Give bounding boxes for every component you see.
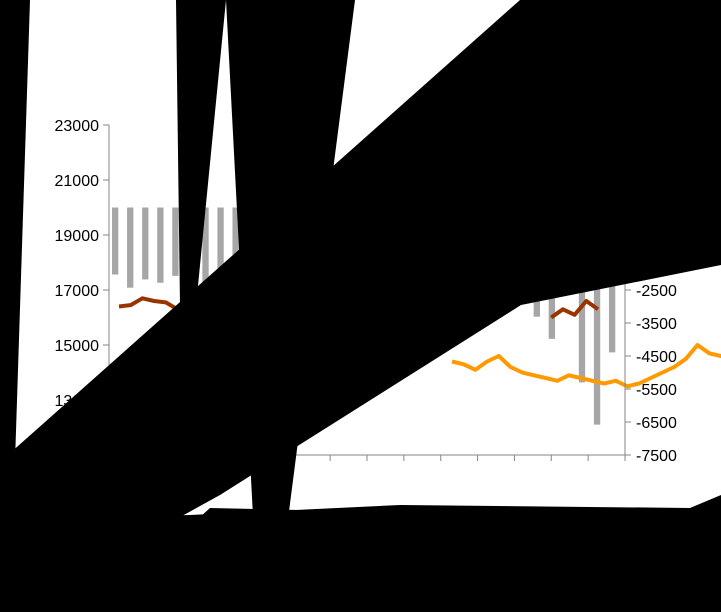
- bar: [127, 208, 133, 288]
- redaction-shape: [0, 0, 30, 462]
- bar: [157, 208, 163, 283]
- bar: [142, 208, 148, 280]
- right-tick-label: -7500: [636, 448, 677, 465]
- series-line: [452, 345, 721, 386]
- right-tick-label: -5500: [636, 382, 677, 399]
- right-tick-label: -3500: [636, 316, 677, 333]
- series-line: [551, 301, 598, 318]
- bar: [172, 208, 178, 276]
- left-tick-label: 17000: [55, 283, 100, 300]
- left-tick-label: 21000: [55, 173, 100, 190]
- right-tick-label: -6500: [636, 415, 677, 432]
- left-tick-label: 23000: [55, 118, 100, 135]
- right-tick-label: -4500: [636, 349, 677, 366]
- left-tick-label: 15000: [55, 338, 100, 355]
- left-tick-label: 19000: [55, 228, 100, 245]
- bar: [112, 208, 118, 275]
- right-tick-label: -2500: [636, 283, 677, 300]
